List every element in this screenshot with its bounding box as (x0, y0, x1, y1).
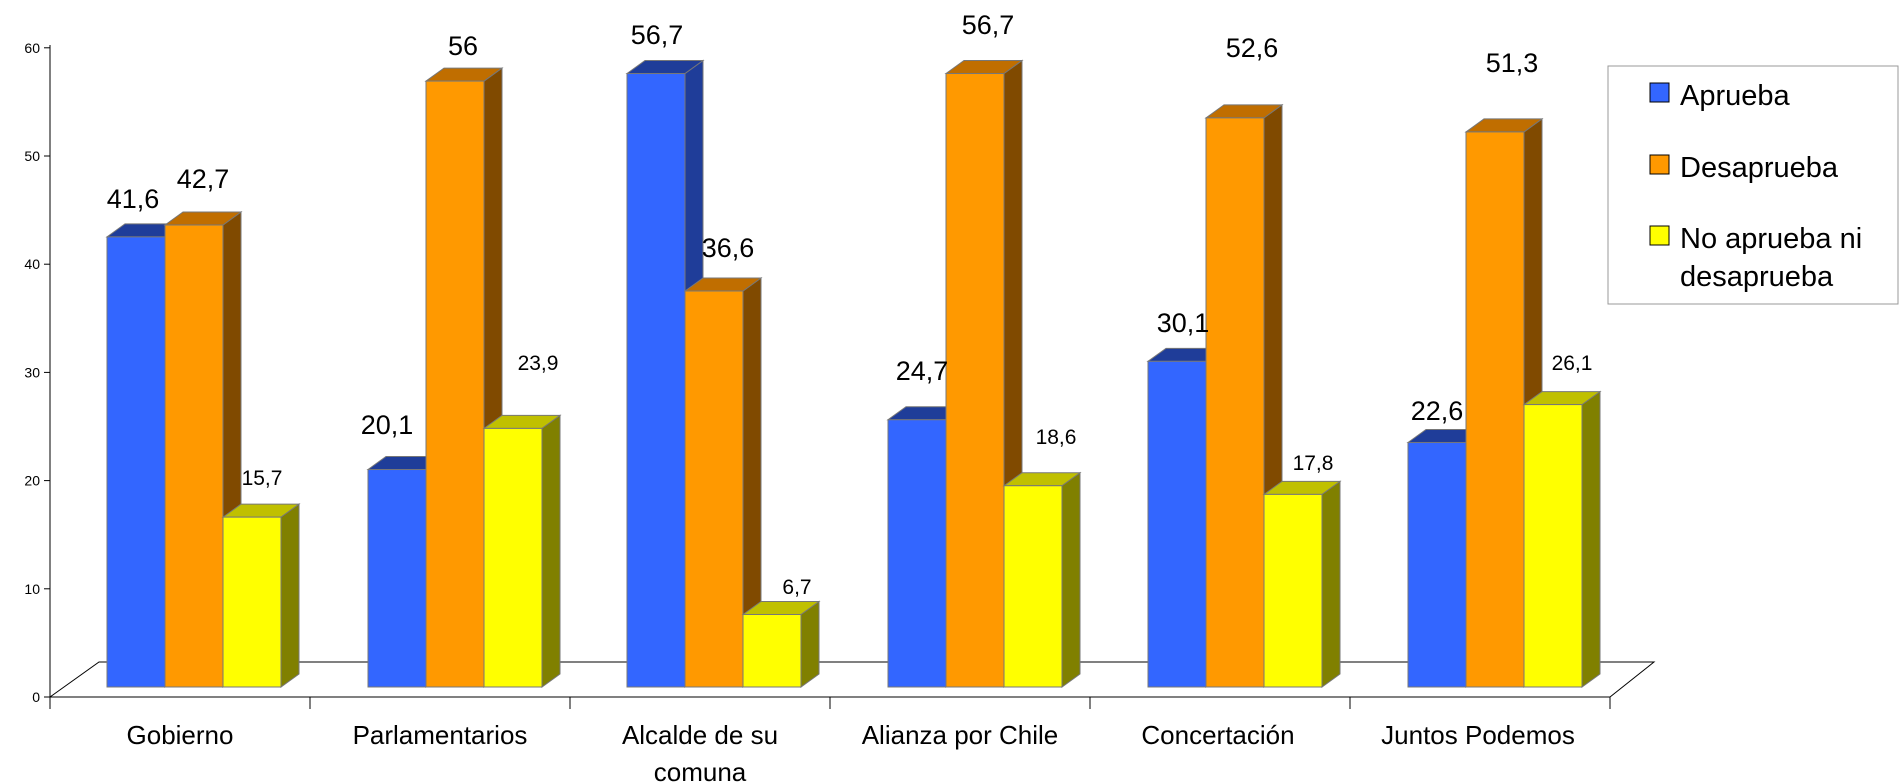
bar (221, 503, 301, 688)
bar (944, 59, 1024, 688)
legend: Aprueba Desaprueba No aprueba ni desaprueba (1607, 65, 1899, 305)
data-label: 56,7 (962, 10, 1015, 40)
y-tick-label: 0 (32, 689, 40, 705)
bar-side (280, 503, 300, 688)
data-label: 17,8 (1293, 452, 1334, 475)
floor-outline (49, 661, 1656, 698)
bars (105, 59, 1602, 688)
x-category-label: Juntos Podemos (1381, 720, 1575, 750)
data-label: 52,6 (1226, 33, 1279, 63)
legend-label: Desaprueba (1680, 152, 1839, 184)
bar-front (164, 224, 224, 688)
x-category-label: comuna (654, 757, 747, 784)
x-category-label: Alcalde de su (622, 720, 778, 750)
bar-front (483, 427, 543, 688)
y-tick-label: 60 (24, 40, 40, 56)
legend-swatch (1649, 82, 1670, 103)
bar-side (541, 414, 561, 688)
data-label: 18,6 (1036, 426, 1077, 449)
data-label: 56 (448, 31, 478, 61)
data-labels: 41,6 20,1 56,7 24,7 30,1 22,6 42,7 56 36,6 56,7 52… (107, 10, 1593, 599)
data-label: 15,7 (242, 467, 283, 490)
bar (1002, 471, 1082, 688)
bar-front (887, 419, 947, 688)
x-category-label: Gobierno (127, 720, 234, 750)
bar (741, 600, 821, 688)
legend-swatch (1649, 154, 1670, 175)
bar-front (684, 290, 744, 688)
data-label: 56,7 (631, 20, 684, 50)
bar-side (1581, 390, 1601, 688)
bar-front (367, 469, 427, 688)
data-label: 42,7 (177, 164, 230, 194)
bar (1262, 480, 1342, 688)
legend-box (1607, 65, 1899, 305)
x-category-label: Concertación (1141, 720, 1294, 750)
bar (482, 414, 562, 688)
bar-front (1263, 493, 1323, 688)
bar-side (1321, 480, 1341, 688)
data-label: 26,1 (1552, 352, 1593, 375)
data-label: 24,7 (896, 356, 949, 386)
bar-front (222, 516, 282, 688)
bar (683, 277, 763, 688)
bar-front (1465, 131, 1525, 688)
y-tick-label: 50 (24, 148, 40, 164)
legend-label: desaprueba (1680, 261, 1834, 293)
data-label: 6,7 (782, 576, 811, 599)
x-category-label: Parlamentarios (353, 720, 528, 750)
y-tick-label: 20 (24, 473, 40, 489)
legend-label: Aprueba (1680, 80, 1791, 112)
bar-front (626, 73, 686, 688)
bar-front (1003, 485, 1063, 688)
bar-side (1061, 471, 1081, 688)
legend-swatch (1649, 225, 1670, 246)
legend-label: No aprueba ni (1680, 223, 1862, 255)
data-label: 22,6 (1411, 396, 1464, 426)
data-label: 30,1 (1157, 308, 1210, 338)
data-label: 36,6 (702, 233, 755, 263)
bar-front (1523, 404, 1583, 688)
bar-front (1205, 117, 1265, 688)
data-label: 20,1 (361, 410, 414, 440)
bar (1522, 390, 1602, 688)
bar-front (1407, 441, 1467, 688)
bar-front (106, 236, 166, 688)
y-tick-label: 40 (24, 256, 40, 272)
data-label: 51,3 (1486, 48, 1539, 78)
y-tick-label: 30 (24, 364, 40, 380)
bar-front (1147, 360, 1207, 688)
data-label: 23,9 (518, 352, 559, 375)
x-category-label: Alianza por Chile (862, 720, 1059, 750)
bar-front (945, 73, 1005, 688)
data-label: 41,6 (107, 184, 160, 214)
bar (163, 211, 243, 688)
axes: 0 10 20 30 40 50 60 Gobierno Parlamentarios Alcal… (24, 40, 1656, 784)
bar-side (800, 600, 820, 688)
bar-front (742, 614, 802, 688)
bar-front (425, 80, 485, 688)
y-tick-label: 10 (24, 581, 40, 597)
